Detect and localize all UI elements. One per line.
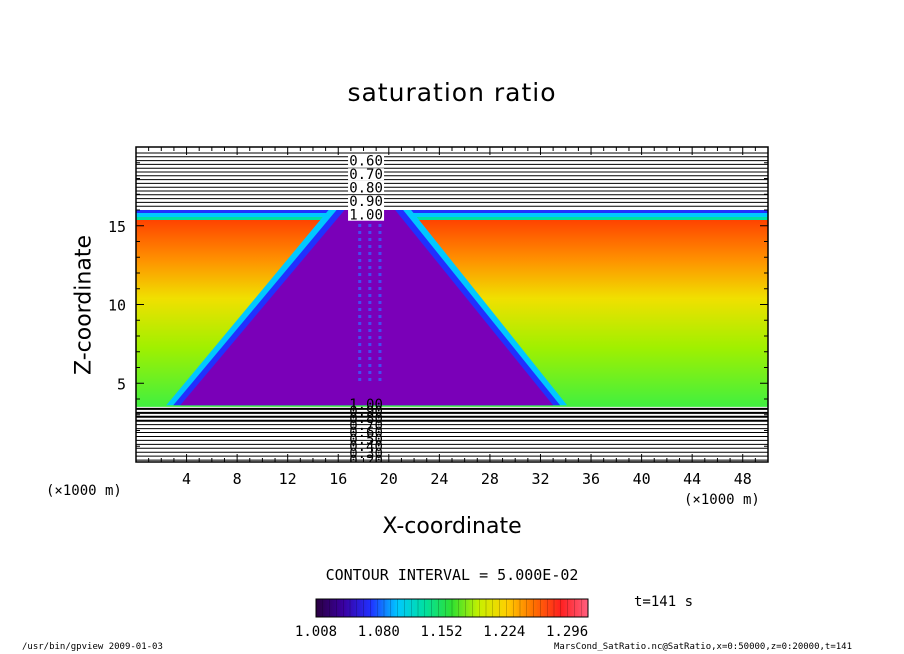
time-label: t=141 s — [634, 594, 694, 610]
field-layer — [136, 210, 768, 407]
x-tick-label: 28 — [481, 470, 499, 488]
colorbar-tick-label: 1.296 — [546, 624, 588, 640]
contour-label-bg — [348, 154, 385, 167]
x-tick-label: 32 — [531, 470, 549, 488]
x-tick-label: 24 — [430, 470, 448, 488]
colorbar: 1.008 1.080 1.152 1.224 1.296 — [295, 598, 589, 640]
y-tick-label: 5 — [117, 375, 126, 393]
contour-label-upper: 0.80 — [349, 181, 383, 197]
x-tick-label: 4 — [182, 470, 191, 488]
y-tick-label: 15 — [108, 218, 126, 236]
contour-label-upper: 0.90 — [349, 194, 383, 210]
x-tick-label: 20 — [380, 470, 398, 488]
x-axis-unit: (×1000 m) — [684, 492, 760, 508]
chart-title: saturation ratio — [347, 78, 557, 107]
contour-label-bg — [348, 195, 385, 208]
contour-label-bg — [348, 168, 385, 181]
footer-right: MarsCond_SatRatio.nc@SatRatio,x=0:50000,… — [554, 642, 853, 652]
y-axis-unit: (×1000 m) — [46, 483, 122, 499]
x-tick-label: 16 — [329, 470, 347, 488]
y-tick-label: 10 — [108, 297, 126, 315]
contour-interval: CONTOUR INTERVAL = 5.000E-02 — [325, 566, 579, 584]
x-tick-label: 40 — [633, 470, 651, 488]
contour-label-lower: 0.50 — [349, 432, 383, 448]
x-tick-label: 12 — [279, 470, 297, 488]
x-tick-label: 8 — [233, 470, 242, 488]
layer-top-edge-green — [136, 217, 768, 220]
contour-label-lower: 0.60 — [349, 425, 383, 441]
contour-label-lower: 0.40 — [349, 439, 383, 455]
x-axis-label: X-coordinate — [382, 514, 522, 539]
contour-label-lower: 0.20 — [349, 453, 383, 469]
contour-label-bg — [348, 181, 385, 194]
layer-top-edge-blue — [136, 210, 768, 213]
colorbar-tick-label: 1.224 — [483, 624, 525, 640]
contour-label-lower: 0.70 — [349, 418, 383, 434]
contour-label-upper: 0.60 — [349, 154, 383, 170]
contour-label-upper: 0.70 — [349, 167, 383, 183]
x-tick-label: 44 — [683, 470, 701, 488]
x-tick-label: 36 — [582, 470, 600, 488]
contour-label-bg — [348, 208, 385, 221]
contour-label-lower: 0.80 — [349, 411, 383, 427]
layer-top-edge-cyan — [136, 213, 768, 217]
footer-left: /usr/bin/gpview 2009-01-03 — [22, 642, 163, 652]
contour-label-lower: 0.90 — [349, 404, 383, 420]
contour-lines: 0.600.700.800.901.001.000.900.800.700.60… — [136, 152, 768, 469]
contour-label-upper: 1.00 — [349, 208, 383, 224]
contour-label-lower: 0.30 — [349, 446, 383, 462]
colorbar-tick-label: 1.080 — [358, 624, 400, 640]
contour-label-lower: 1.00 — [349, 397, 383, 413]
x-tick-label: 48 — [734, 470, 752, 488]
triangle-region — [180, 210, 554, 406]
colorbar-tick-label: 1.008 — [295, 624, 337, 640]
colorbar-tick-label: 1.152 — [420, 624, 462, 640]
